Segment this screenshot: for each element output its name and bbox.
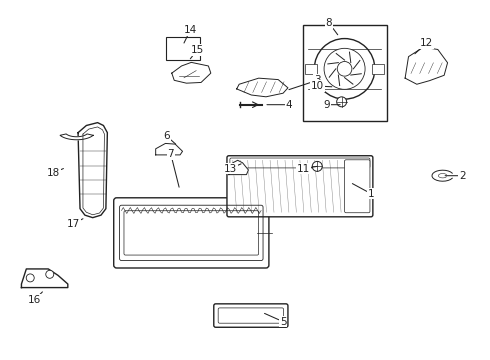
Polygon shape [405, 47, 447, 84]
Text: 3: 3 [289, 75, 320, 90]
Text: 14: 14 [184, 25, 197, 43]
Circle shape [46, 270, 54, 278]
Polygon shape [172, 62, 211, 83]
FancyBboxPatch shape [114, 198, 269, 268]
Circle shape [312, 161, 322, 171]
Text: 1: 1 [352, 184, 374, 199]
Text: 7: 7 [168, 149, 179, 187]
Circle shape [337, 97, 346, 107]
Text: 2: 2 [445, 171, 466, 181]
Bar [303, 25, 387, 121]
Bar [166, 37, 200, 59]
Polygon shape [60, 134, 93, 140]
FancyBboxPatch shape [344, 160, 370, 213]
Text: 17: 17 [67, 219, 83, 229]
Text: 9: 9 [324, 100, 340, 110]
Polygon shape [156, 143, 182, 155]
Text: 4: 4 [267, 100, 292, 110]
Circle shape [26, 274, 34, 282]
Bar [305, 64, 318, 74]
Text: 8: 8 [326, 18, 338, 35]
Polygon shape [22, 269, 68, 288]
Bar [372, 64, 384, 74]
Circle shape [314, 39, 375, 99]
Circle shape [324, 48, 365, 89]
Text: 5: 5 [265, 314, 286, 327]
Text: 6: 6 [164, 131, 176, 144]
Text: 11: 11 [297, 163, 317, 174]
Text: 13: 13 [224, 163, 241, 174]
Polygon shape [78, 123, 107, 218]
Text: 18: 18 [47, 168, 63, 178]
Polygon shape [237, 78, 288, 97]
Text: 10: 10 [311, 81, 332, 91]
Text: 12: 12 [415, 38, 433, 54]
Text: 16: 16 [27, 292, 43, 305]
Text: 15: 15 [190, 45, 204, 59]
FancyBboxPatch shape [214, 304, 288, 327]
FancyBboxPatch shape [227, 156, 373, 217]
Circle shape [337, 62, 352, 76]
Polygon shape [227, 160, 248, 175]
